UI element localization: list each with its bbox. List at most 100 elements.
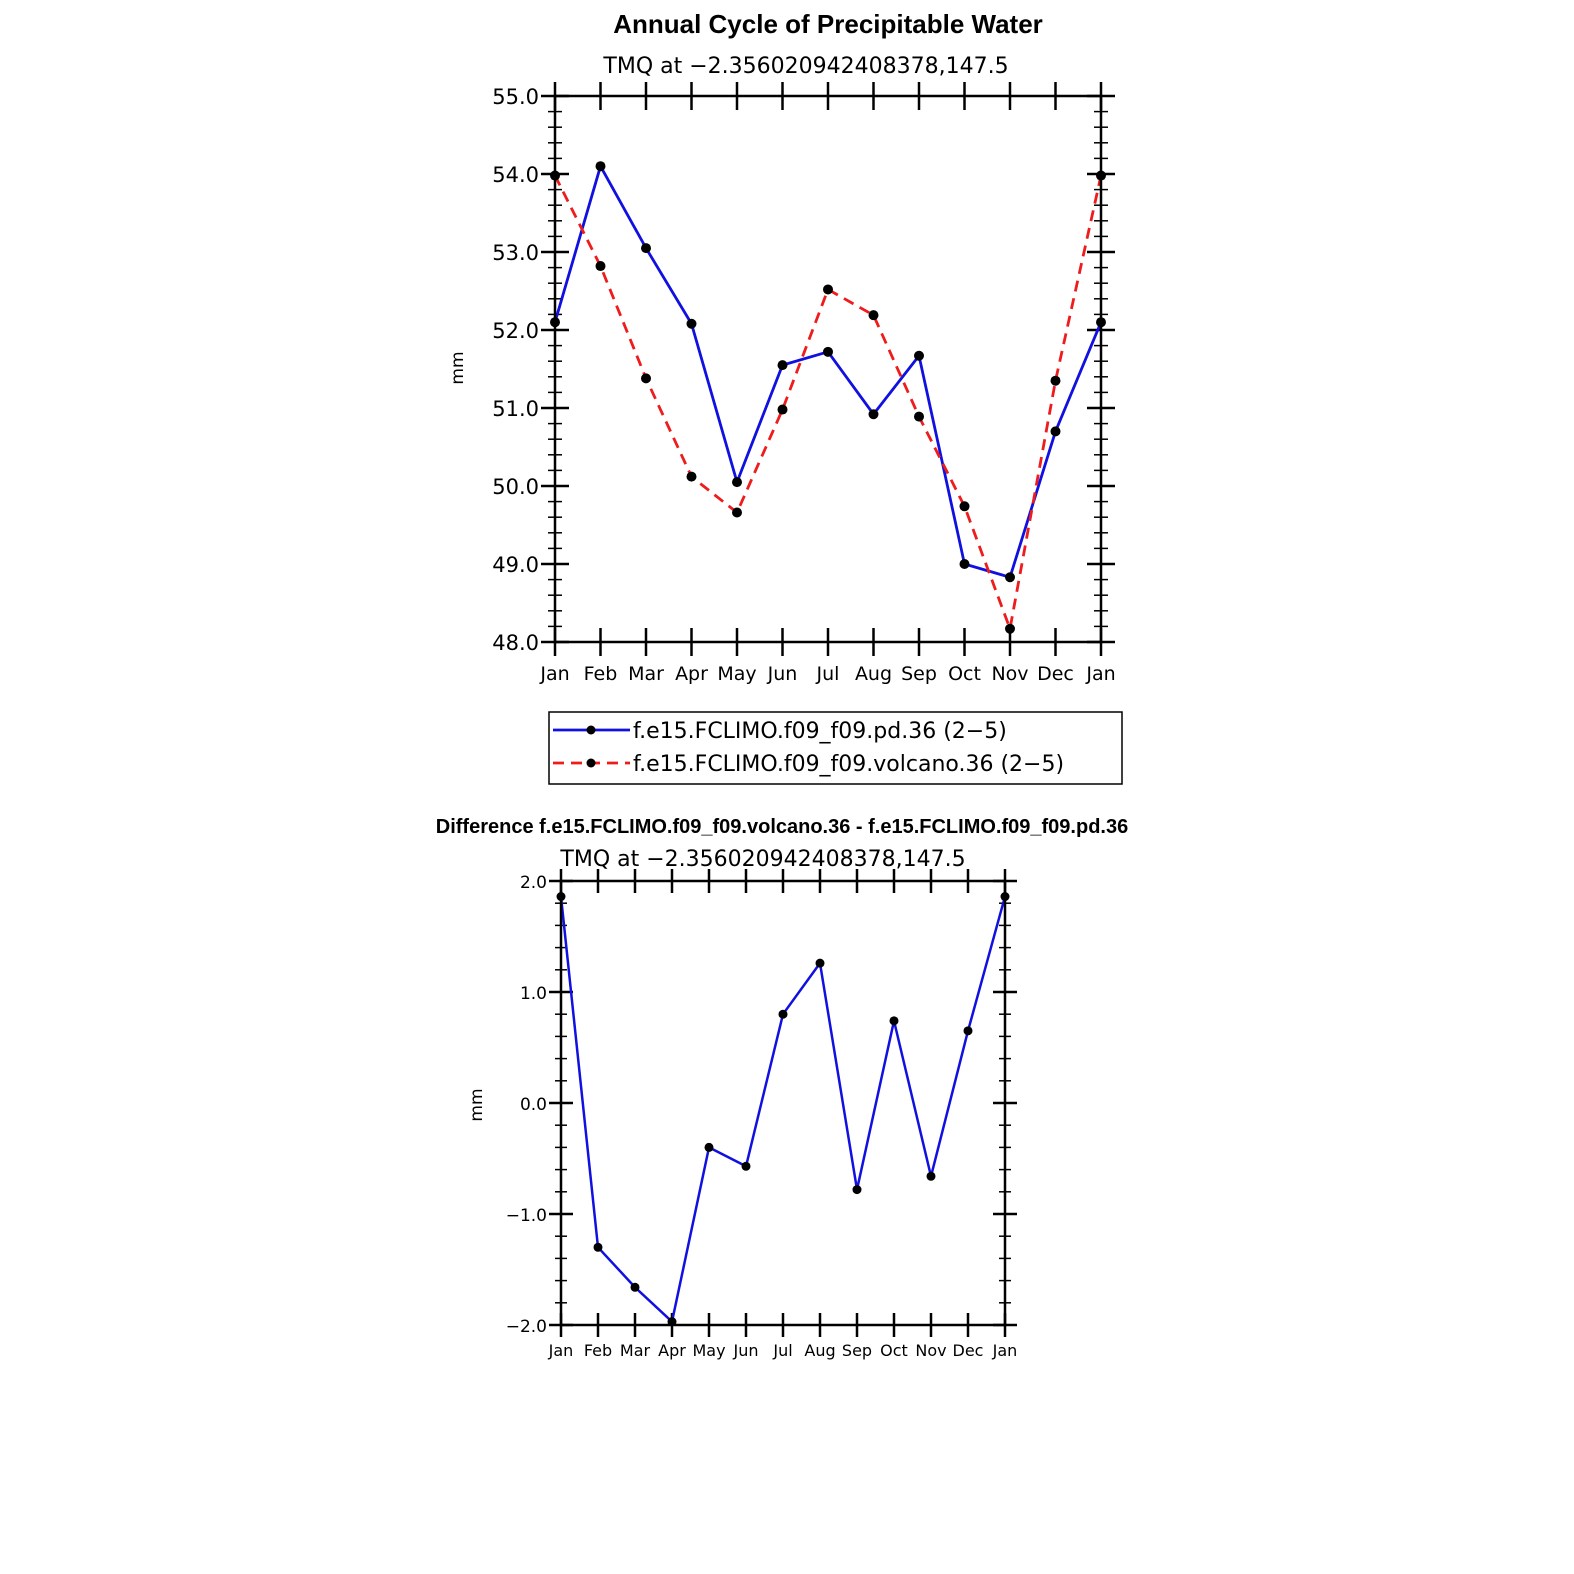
x-tick-label: Jan bbox=[539, 663, 569, 685]
diff-y-tick-labels: −2.0 −1.0 0.0 1.0 2.0 bbox=[506, 873, 547, 1337]
y-tick-label: −2.0 bbox=[506, 1317, 547, 1337]
x-tick-label: Feb bbox=[584, 663, 618, 685]
diff-series-points bbox=[556, 892, 1010, 1327]
data-point bbox=[926, 1171, 936, 1181]
x-tick-label: Sep bbox=[901, 663, 937, 685]
data-point bbox=[704, 1142, 714, 1152]
x-tick-label: Jul bbox=[816, 663, 840, 685]
y-tick-label: 52.0 bbox=[492, 319, 539, 343]
x-tick-label: Jun bbox=[767, 663, 798, 685]
legend-label-pd: f.e15.FCLIMO.f09_f09.pd.36 (2−5) bbox=[633, 719, 1007, 744]
x-tick-label: Mar bbox=[620, 1341, 651, 1360]
data-point bbox=[732, 477, 742, 488]
data-point bbox=[959, 559, 970, 569]
series-line-0 bbox=[553, 164, 1103, 579]
x-tick-label: Apr bbox=[658, 1341, 686, 1360]
data-point bbox=[686, 471, 697, 482]
data-point bbox=[1050, 426, 1061, 437]
y-axis-label: mm bbox=[448, 351, 468, 384]
legend: f.e15.FCLIMO.f09_f09.pd.36 (2−5) f.e15.F… bbox=[548, 711, 1123, 785]
legend-marker-volcano bbox=[586, 758, 596, 768]
x-tick-label: Feb bbox=[584, 1341, 612, 1360]
y-tick-label: 50.0 bbox=[492, 475, 539, 499]
x-tick-label: Jan bbox=[548, 1341, 574, 1360]
x-tick-label: Nov bbox=[915, 1341, 946, 1360]
y-tick-label: 0.0 bbox=[520, 1095, 547, 1115]
data-point bbox=[593, 1242, 603, 1252]
y-tick-label: 49.0 bbox=[492, 553, 539, 577]
data-point bbox=[914, 411, 924, 422]
x-tick-label: Sep bbox=[842, 1341, 872, 1360]
y-tick-label: −1.0 bbox=[506, 1206, 547, 1226]
chart-subtitle: TMQ at −2.356020942408378,147.5 bbox=[602, 54, 1008, 79]
data-point bbox=[852, 1185, 862, 1195]
series-points bbox=[550, 161, 1106, 634]
diff-series-lines bbox=[559, 896, 1007, 1323]
annual-cycle-chart: Annual Cycle of Precipitable Water TMQ a… bbox=[448, 9, 1123, 785]
y-tick-label: 53.0 bbox=[492, 241, 539, 265]
plot-frame bbox=[553, 94, 1103, 644]
x-tick-label: Jan bbox=[1085, 663, 1115, 685]
y-tick-label: 51.0 bbox=[492, 397, 539, 421]
data-point bbox=[641, 243, 651, 254]
x-tick-label: Aug bbox=[804, 1341, 835, 1360]
data-point bbox=[868, 409, 879, 420]
x-tick-label: May bbox=[717, 663, 756, 685]
diff-x-tick-labels: Jan Feb Mar Apr May Jun Jul Aug Sep Oct Nov Dec Jan bbox=[548, 1341, 1018, 1360]
x-tick-label: Jan bbox=[992, 1341, 1018, 1360]
data-point bbox=[630, 1282, 640, 1292]
difference-chart: Difference f.e15.FCLIMO.f09_f09.volcano.… bbox=[436, 816, 1128, 1360]
data-point bbox=[1005, 572, 1015, 583]
x-tick-label: Dec bbox=[953, 1341, 984, 1360]
y-tick-label: 1.0 bbox=[520, 984, 547, 1004]
y-tick-label: 55.0 bbox=[492, 85, 539, 109]
data-point bbox=[741, 1161, 751, 1171]
data-point bbox=[595, 261, 606, 272]
data-point bbox=[1005, 623, 1015, 634]
diff-axis-ticks bbox=[549, 869, 1017, 1337]
data-point bbox=[823, 346, 833, 357]
x-tick-label: Nov bbox=[991, 663, 1028, 685]
x-tick-label: Mar bbox=[628, 663, 664, 685]
x-tick-label: Jul bbox=[772, 1341, 792, 1360]
x-tick-label: Jun bbox=[733, 1341, 759, 1360]
data-point bbox=[641, 373, 651, 384]
data-point bbox=[959, 501, 970, 512]
x-tick-label: May bbox=[692, 1341, 725, 1360]
diff-chart-title: Difference f.e15.FCLIMO.f09_f09.volcano.… bbox=[436, 816, 1128, 838]
x-tick-labels: Jan Feb Mar Apr May Jun Jul Aug Sep Oct Nov Dec Jan bbox=[539, 663, 1115, 685]
x-tick-label: Apr bbox=[675, 663, 708, 685]
data-point bbox=[889, 1016, 899, 1026]
axis-ticks bbox=[541, 82, 1115, 656]
data-point bbox=[963, 1026, 973, 1036]
y-tick-label: 54.0 bbox=[492, 163, 539, 187]
series-line-1 bbox=[553, 174, 1103, 631]
x-tick-label: Aug bbox=[855, 663, 892, 685]
legend-label-volcano: f.e15.FCLIMO.f09_f09.volcano.36 (2−5) bbox=[633, 752, 1064, 777]
x-tick-label: Oct bbox=[880, 1341, 908, 1360]
y-tick-label: 2.0 bbox=[520, 873, 547, 893]
diff-plot-frame bbox=[559, 879, 1007, 1327]
x-tick-label: Oct bbox=[948, 663, 981, 685]
data-point bbox=[1050, 375, 1061, 386]
series-line-0 bbox=[559, 896, 1007, 1323]
y-tick-labels: 48.0 49.0 50.0 51.0 52.0 53.0 54.0 55.0 bbox=[492, 85, 539, 655]
data-point bbox=[595, 161, 606, 172]
series-lines bbox=[553, 164, 1103, 631]
data-point bbox=[732, 507, 742, 518]
chart-title: Annual Cycle of Precipitable Water bbox=[613, 9, 1043, 39]
diff-y-axis-label: mm bbox=[467, 1088, 487, 1121]
legend-box bbox=[548, 711, 1123, 785]
legend-marker-pd bbox=[586, 725, 596, 735]
data-point bbox=[777, 360, 788, 371]
x-tick-label: Dec bbox=[1037, 663, 1074, 685]
data-point bbox=[823, 284, 833, 295]
diff-chart-subtitle: TMQ at −2.356020942408378,147.5 bbox=[559, 847, 965, 872]
data-point bbox=[778, 1009, 788, 1019]
data-point bbox=[686, 318, 697, 329]
data-point bbox=[868, 310, 879, 321]
data-point bbox=[914, 350, 924, 361]
data-point bbox=[777, 404, 788, 415]
data-point bbox=[815, 958, 825, 968]
